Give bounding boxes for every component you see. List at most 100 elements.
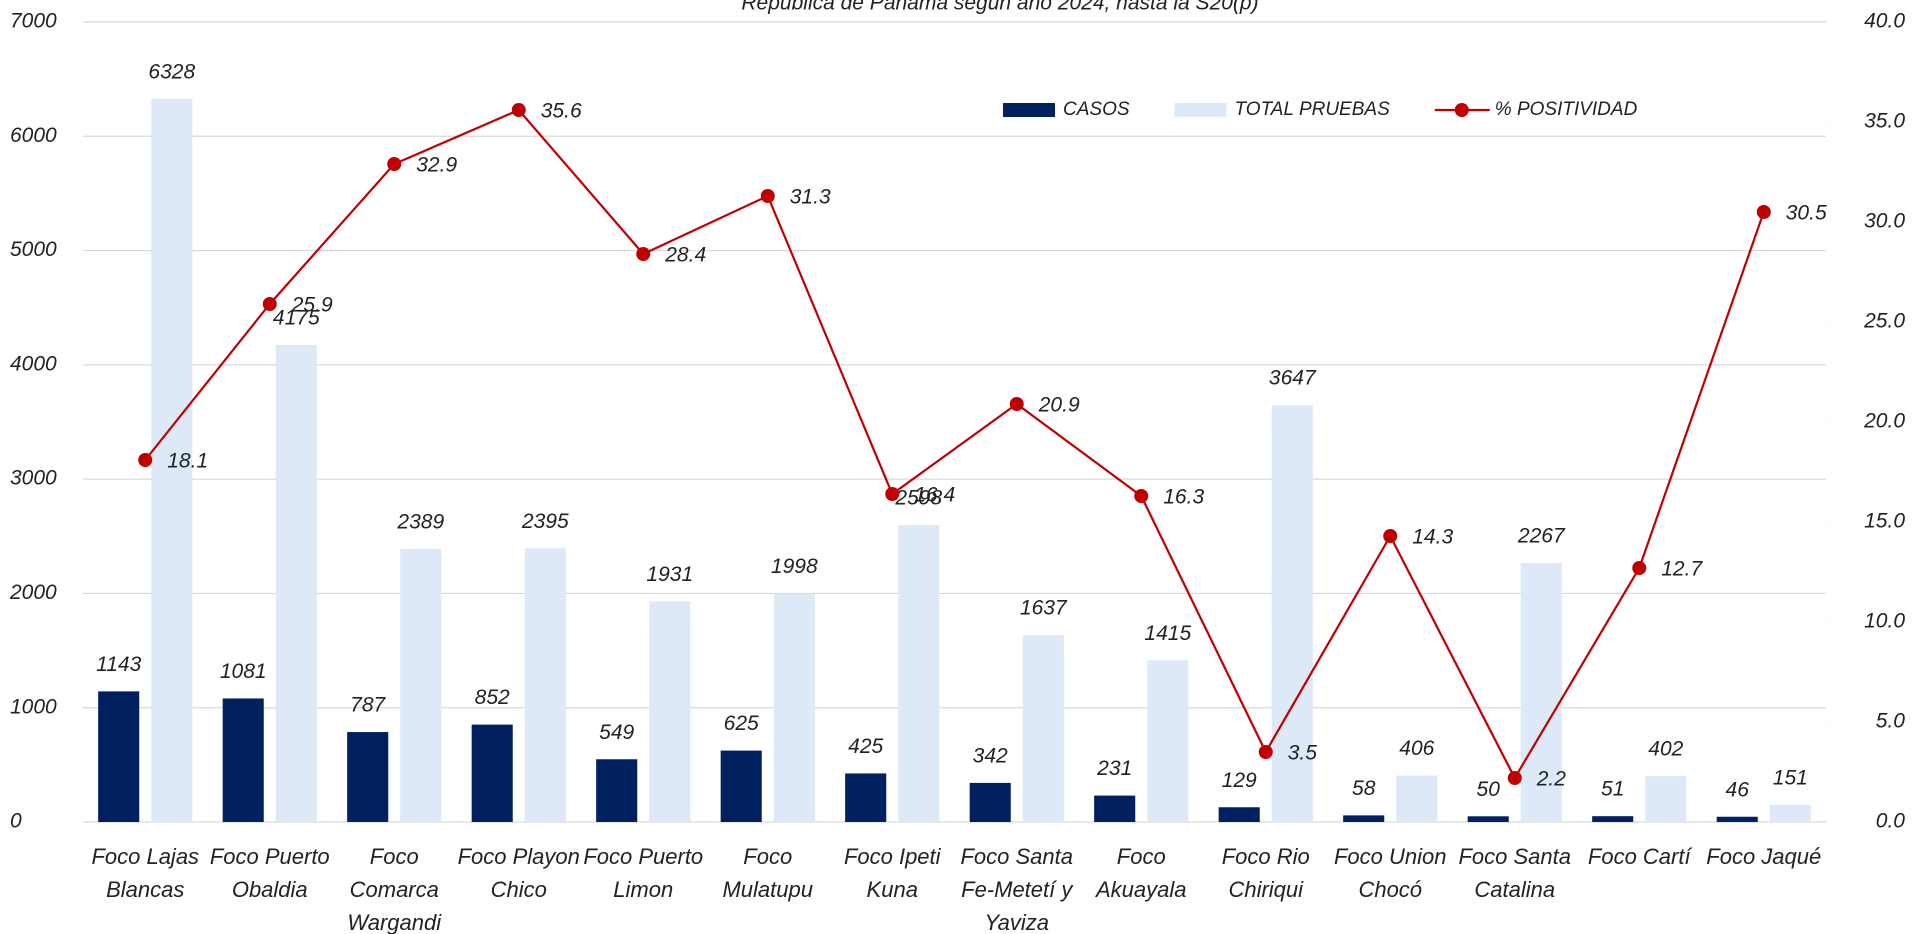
legend-swatch — [1003, 103, 1055, 117]
bar — [275, 344, 317, 822]
line-label: 31.3 — [790, 186, 831, 209]
bar-label: 4175 — [273, 306, 320, 329]
y-tick-label: 7000 — [10, 10, 57, 33]
line-label: 35.6 — [541, 100, 582, 123]
bar — [98, 691, 140, 822]
line-point — [1756, 205, 1771, 219]
line-point — [1632, 561, 1647, 575]
line-point — [1258, 745, 1273, 759]
x-tick-label: Foco Rio Chiriqui — [1221, 844, 1310, 902]
line-label: 3.5 — [1288, 742, 1318, 765]
bar — [1520, 562, 1562, 822]
bar — [1396, 775, 1438, 822]
x-tick-label: Foco Ipeti Kuna — [843, 844, 941, 902]
bar — [1592, 816, 1634, 822]
bar-label: 2395 — [521, 510, 569, 533]
bar-label: 46 — [1726, 778, 1750, 801]
x-tick-label: Foco Puerto Obaldia — [209, 844, 330, 902]
bar-label: 2389 — [396, 511, 444, 534]
line-point — [885, 487, 900, 501]
bar-label: 402 — [1648, 738, 1683, 761]
y-tick-label: 0 — [10, 810, 22, 833]
bar — [347, 732, 389, 822]
bar — [1769, 804, 1811, 822]
bar — [1218, 807, 1260, 822]
y2-tick-label: 0.0 — [1876, 810, 1906, 833]
x-tick-label: Foco Mulatupu — [722, 844, 813, 902]
line-point — [138, 453, 153, 467]
x-tick-label: Foco Santa Fe-Metetí y Yaviza — [960, 844, 1073, 934]
bar-label: 51 — [1601, 778, 1624, 801]
y-tick-label: 2000 — [9, 581, 57, 604]
line-point — [262, 297, 277, 311]
line-label: 20.9 — [1038, 394, 1080, 417]
bar-label: 406 — [1399, 737, 1434, 760]
bar — [1343, 815, 1385, 822]
bar — [1094, 795, 1136, 822]
bar — [222, 698, 264, 822]
bar — [596, 759, 638, 822]
line-point — [387, 157, 402, 171]
bar-label: 1081 — [220, 660, 267, 683]
bar — [898, 525, 940, 822]
line-point — [1009, 397, 1024, 411]
y-tick-label: 3000 — [10, 467, 57, 490]
bar-label: 50 — [1477, 778, 1501, 801]
x-tick-label: Foco Lajas Blancas — [91, 844, 200, 902]
line-label: 28.4 — [664, 244, 706, 267]
bar — [1716, 816, 1758, 822]
bar — [1147, 660, 1189, 822]
bar — [151, 98, 193, 823]
line-label: 30.5 — [1786, 202, 1827, 225]
line-label: 16.4 — [914, 484, 955, 507]
y-tick-label: 4000 — [10, 352, 57, 375]
x-tick-label: Foco Akuayala — [1095, 844, 1187, 902]
bar — [400, 548, 442, 822]
line-point — [1507, 771, 1522, 785]
bar-label: 231 — [1096, 757, 1132, 780]
y2-tick-label: 15.0 — [1864, 510, 1905, 533]
bar-label: 1143 — [96, 653, 141, 676]
x-tick-label: Foco Cartí — [1587, 844, 1691, 869]
bar-label: 2598 — [894, 487, 942, 510]
chart-subtitle: República de Panamá según año 2024, hast… — [741, 0, 1258, 15]
bar-label: 1998 — [771, 555, 818, 578]
bar — [524, 548, 566, 822]
line-label: 32.9 — [416, 154, 457, 177]
bar-label: 852 — [475, 686, 510, 709]
y2-tick-label: 25.0 — [1863, 310, 1905, 333]
legend-marker — [1454, 103, 1469, 117]
bar-label: 425 — [848, 735, 883, 758]
line-label: 18.1 — [167, 450, 208, 473]
line-point — [760, 189, 775, 203]
bar-label: 2267 — [1517, 524, 1566, 547]
bar — [969, 782, 1011, 822]
line-label: 25.9 — [291, 294, 333, 317]
x-tick-label: Foco Union Chocó — [1333, 844, 1447, 902]
bar-label: 625 — [724, 712, 759, 735]
y-tick-label: 5000 — [10, 238, 57, 261]
x-tick-label: Foco Santa Catalina — [1458, 844, 1571, 902]
bar-label: 58 — [1352, 777, 1376, 800]
bar — [649, 601, 691, 822]
legend-swatch — [1174, 103, 1227, 117]
line-point — [511, 103, 526, 117]
y2-tick-label: 30.0 — [1864, 210, 1905, 233]
bar-label: 549 — [599, 721, 634, 744]
y-tick-label: 6000 — [10, 124, 57, 147]
bar-label: 129 — [1222, 769, 1257, 792]
bar-label: 6328 — [148, 60, 195, 83]
bar — [720, 750, 762, 822]
bar-label: 3647 — [1269, 367, 1317, 390]
bar-label: 342 — [973, 744, 1008, 767]
bar — [1271, 405, 1313, 822]
legend-label: TOTAL PRUEBAS — [1235, 99, 1391, 120]
y2-tick-label: 20.0 — [1863, 410, 1905, 433]
bar — [471, 724, 513, 822]
bar-label: 151 — [1773, 766, 1808, 789]
y2-tick-label: 35.0 — [1864, 110, 1905, 133]
x-tick-label: Foco Puerto Limon — [583, 844, 704, 902]
line-label: 16.3 — [1163, 486, 1204, 509]
